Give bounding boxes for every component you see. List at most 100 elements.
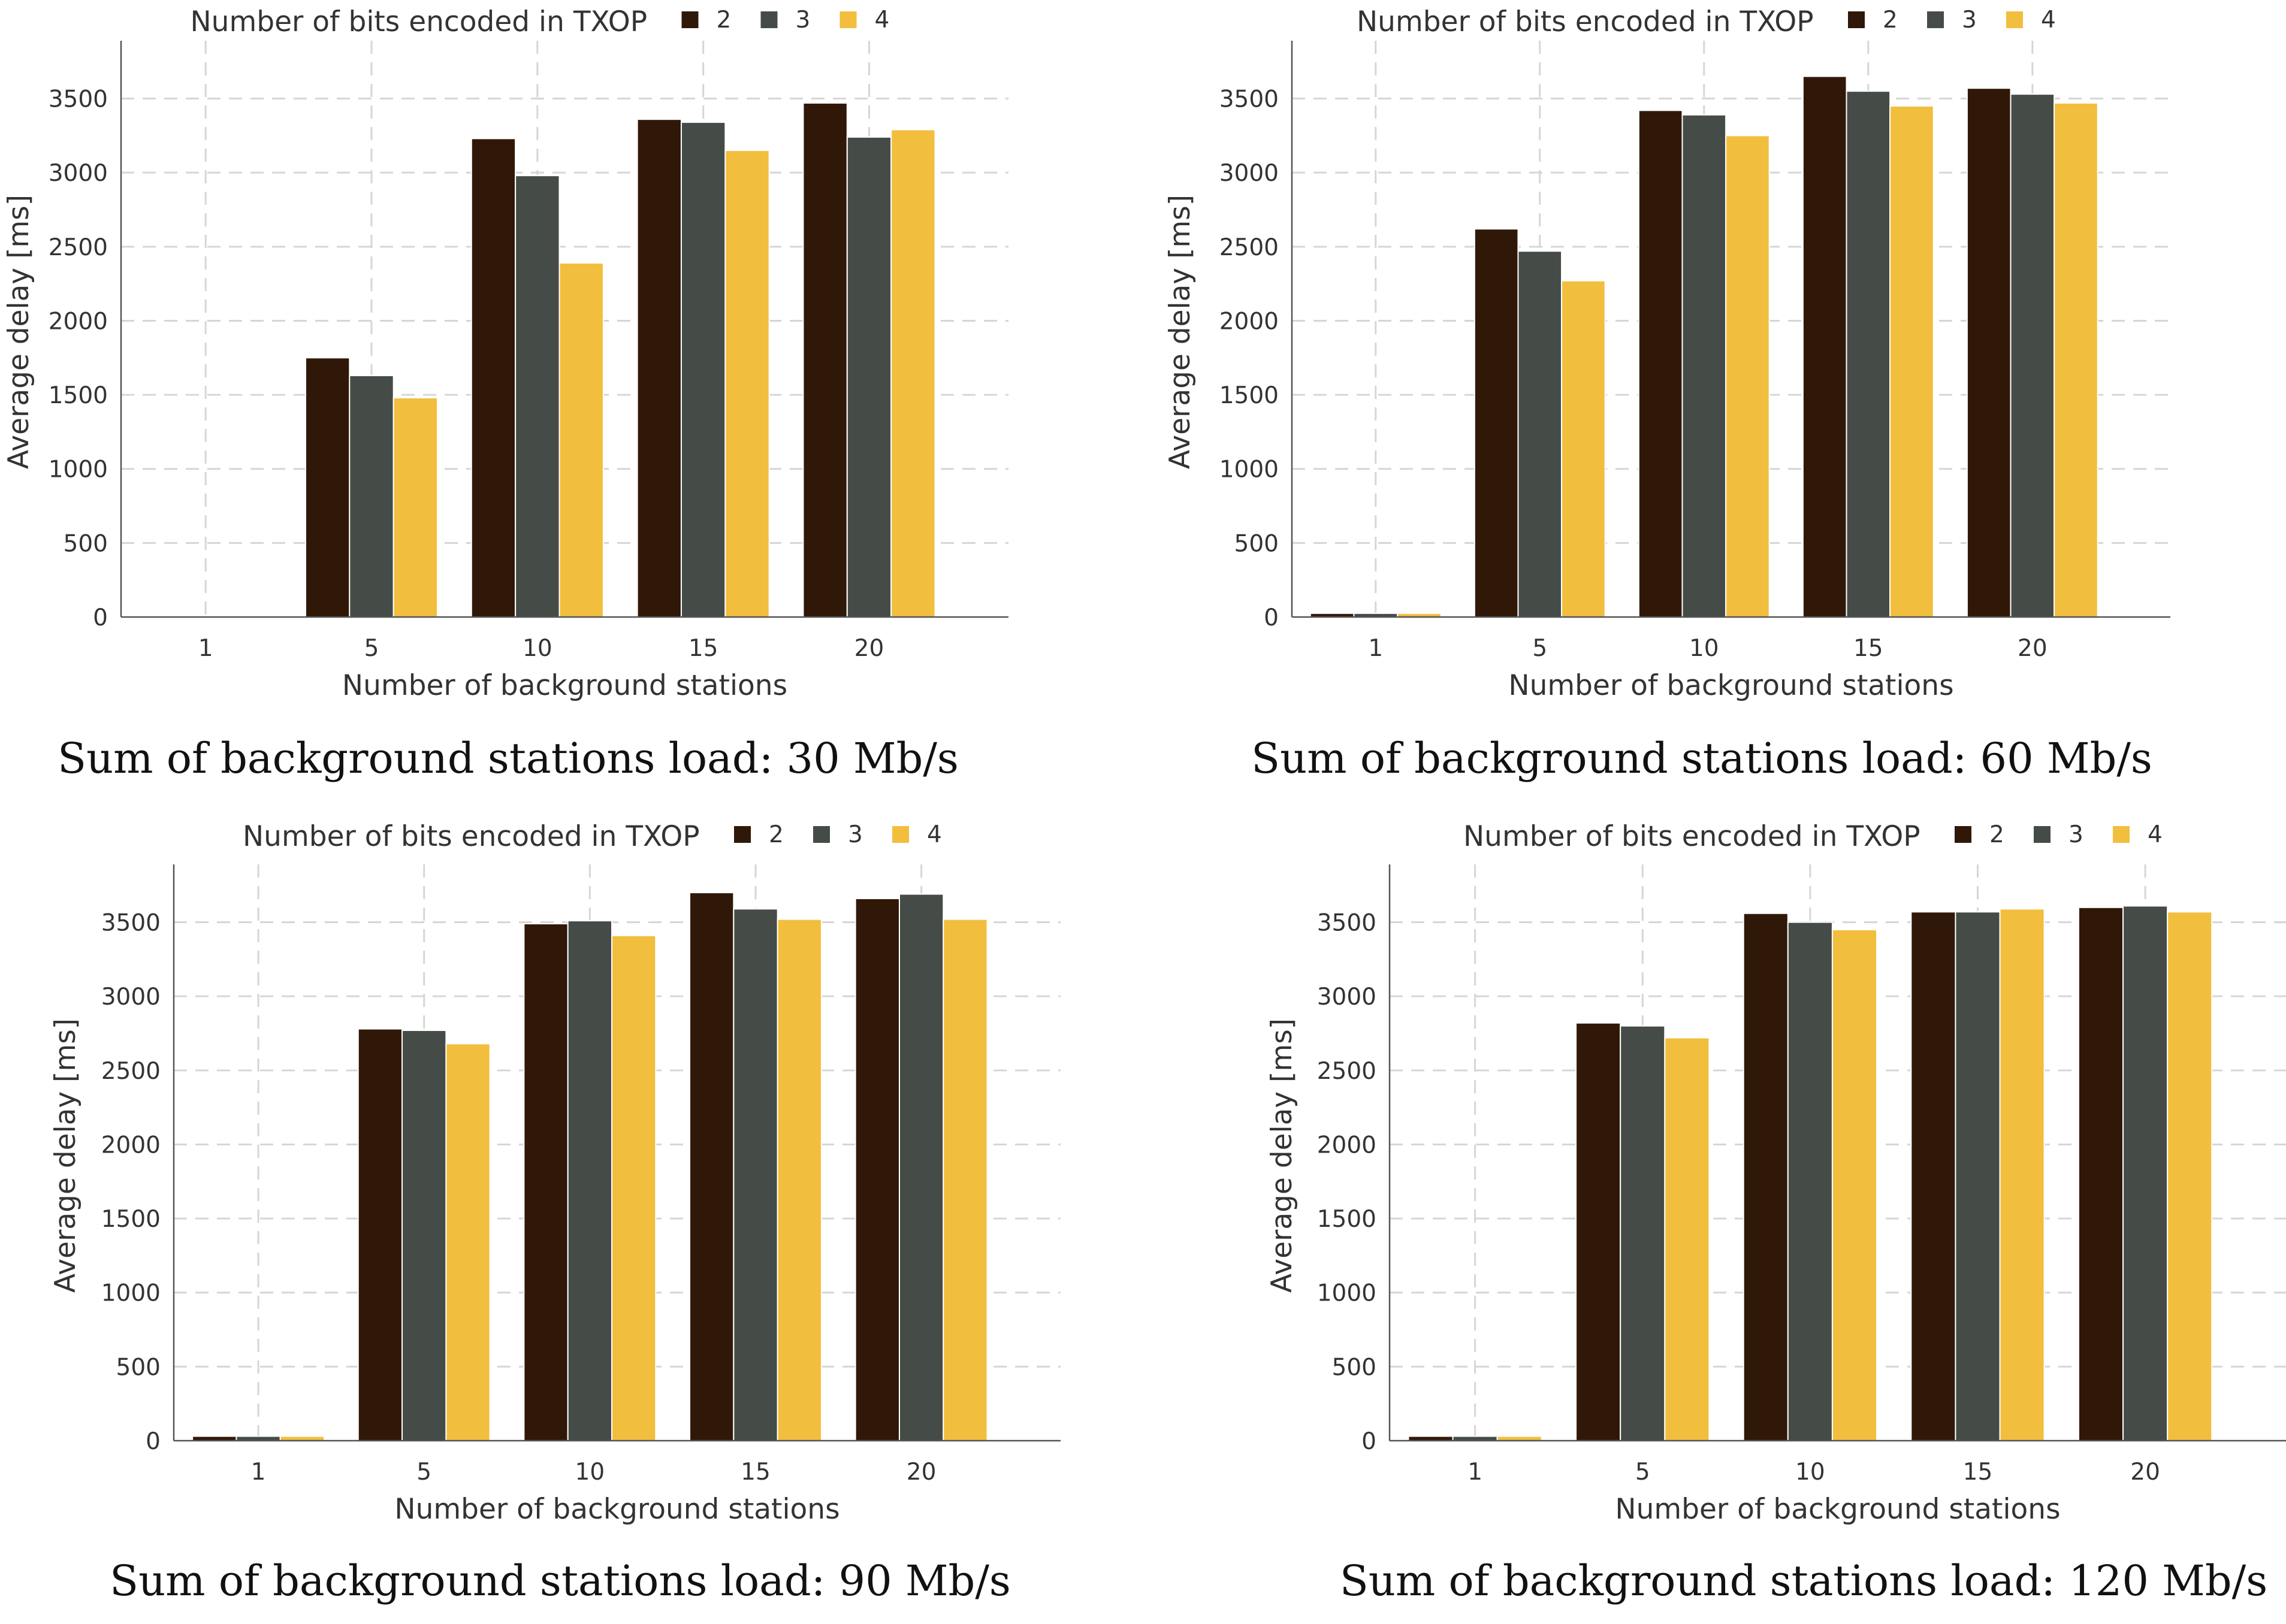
legend-title: Number of bits encoded in TXOP bbox=[191, 5, 648, 38]
y-tick-label: 2500 bbox=[1219, 234, 1279, 261]
bar bbox=[777, 918, 822, 1442]
y-tick-label: 2000 bbox=[49, 308, 108, 335]
bar bbox=[724, 150, 770, 618]
y-tick-label: 1500 bbox=[1219, 382, 1279, 409]
legend-label: 2 bbox=[1883, 7, 1898, 34]
y-tick-label: 1000 bbox=[1219, 456, 1279, 483]
x-axis-label: Number of background stations bbox=[1508, 669, 1953, 702]
bar bbox=[357, 1028, 403, 1441]
y-tick-label: 0 bbox=[1264, 604, 1279, 631]
x-axis-label: Number of background stations bbox=[342, 669, 787, 702]
legend-swatch bbox=[1927, 11, 1944, 28]
legend-label: 3 bbox=[1962, 7, 1977, 34]
bar bbox=[1955, 911, 2001, 1441]
y-tick-label: 500 bbox=[1332, 1354, 1376, 1381]
x-tick-label: 15 bbox=[1853, 635, 1883, 662]
bar bbox=[1561, 280, 1606, 618]
legend-swatch bbox=[2006, 11, 2023, 28]
x-tick-label: 10 bbox=[1795, 1459, 1825, 1486]
x-tick-label: 15 bbox=[688, 635, 718, 662]
y-tick-label: 3000 bbox=[1219, 160, 1279, 187]
x-tick-label: 1 bbox=[251, 1459, 266, 1486]
legend-swatch bbox=[2113, 826, 2130, 843]
legend-label: 4 bbox=[875, 7, 890, 34]
x-tick-label: 5 bbox=[416, 1459, 431, 1486]
x-tick-label: 15 bbox=[1963, 1459, 1993, 1486]
y-tick-label: 1500 bbox=[1317, 1206, 1376, 1233]
x-axis-label: Number of background stations bbox=[1615, 1493, 2060, 1526]
bar bbox=[1743, 912, 1789, 1441]
y-axis-label: Average delay [ms] bbox=[49, 1018, 82, 1293]
bar bbox=[2077, 906, 2124, 1441]
bar bbox=[733, 908, 778, 1442]
y-tick-label: 2500 bbox=[49, 234, 108, 261]
y-tick-label: 500 bbox=[116, 1354, 161, 1381]
bar bbox=[2122, 905, 2169, 1441]
y-tick-label: 0 bbox=[93, 604, 108, 631]
bar bbox=[304, 357, 351, 618]
legend-swatch bbox=[839, 11, 857, 28]
y-tick-label: 1500 bbox=[49, 382, 108, 409]
bar bbox=[854, 897, 900, 1441]
y-tick-label: 3500 bbox=[1317, 910, 1376, 937]
bar bbox=[890, 129, 936, 618]
bar bbox=[1681, 114, 1727, 618]
x-tick-label: 20 bbox=[907, 1459, 937, 1486]
bar bbox=[1889, 105, 1934, 618]
legend-label: 4 bbox=[2041, 7, 2056, 34]
bar bbox=[558, 262, 604, 618]
caption-120mbps: Sum of background stations load: 120 Mb/… bbox=[1339, 1556, 2268, 1605]
bar bbox=[636, 119, 682, 618]
legend-swatch bbox=[681, 11, 699, 28]
bar bbox=[689, 892, 735, 1442]
y-tick-label: 2500 bbox=[101, 1058, 161, 1085]
bar bbox=[2010, 93, 2055, 618]
bar bbox=[1831, 929, 1878, 1441]
legend-swatch bbox=[760, 11, 778, 28]
bar bbox=[1638, 110, 1683, 618]
bar bbox=[1517, 250, 1563, 618]
bar bbox=[611, 935, 657, 1442]
bar bbox=[392, 397, 439, 618]
y-tick-label: 3500 bbox=[49, 86, 108, 113]
bar bbox=[2167, 911, 2213, 1441]
y-axis-label: Average delay [ms] bbox=[1164, 195, 1197, 469]
x-tick-label: 20 bbox=[2130, 1459, 2160, 1486]
y-tick-label: 2000 bbox=[101, 1132, 161, 1159]
bar bbox=[802, 102, 848, 618]
bar bbox=[943, 918, 988, 1442]
bar bbox=[898, 893, 944, 1441]
legend-swatch bbox=[892, 826, 909, 843]
y-tick-label: 0 bbox=[146, 1428, 161, 1455]
y-tick-label: 3000 bbox=[49, 160, 108, 187]
legend-label: 2 bbox=[1989, 821, 2004, 848]
x-tick-label: 1 bbox=[1467, 1459, 1482, 1486]
bar bbox=[401, 1030, 447, 1441]
x-tick-label: 10 bbox=[575, 1459, 605, 1486]
bar bbox=[349, 374, 394, 618]
x-tick-label: 15 bbox=[741, 1459, 771, 1486]
bar bbox=[470, 138, 517, 618]
y-tick-label: 2000 bbox=[1219, 308, 1279, 335]
bar bbox=[1575, 1022, 1621, 1441]
bar bbox=[1620, 1025, 1666, 1441]
bar bbox=[1725, 135, 1770, 618]
y-tick-label: 2000 bbox=[1317, 1132, 1376, 1159]
y-tick-label: 3500 bbox=[1219, 86, 1279, 113]
caption-30mbps: Sum of background stations load: 30 Mb/s bbox=[58, 734, 959, 783]
bar bbox=[1473, 228, 1519, 618]
x-tick-label: 20 bbox=[2018, 635, 2048, 662]
legend-swatch bbox=[1848, 11, 1865, 28]
bar bbox=[445, 1043, 491, 1441]
bar bbox=[523, 923, 569, 1441]
x-tick-label: 5 bbox=[1532, 635, 1547, 662]
caption-90mbps: Sum of background stations load: 90 Mb/s bbox=[110, 1556, 1011, 1605]
bar bbox=[680, 122, 726, 618]
bar bbox=[1802, 75, 1847, 618]
x-tick-label: 5 bbox=[364, 635, 379, 662]
legend-title: Number of bits encoded in TXOP bbox=[1463, 820, 1920, 853]
